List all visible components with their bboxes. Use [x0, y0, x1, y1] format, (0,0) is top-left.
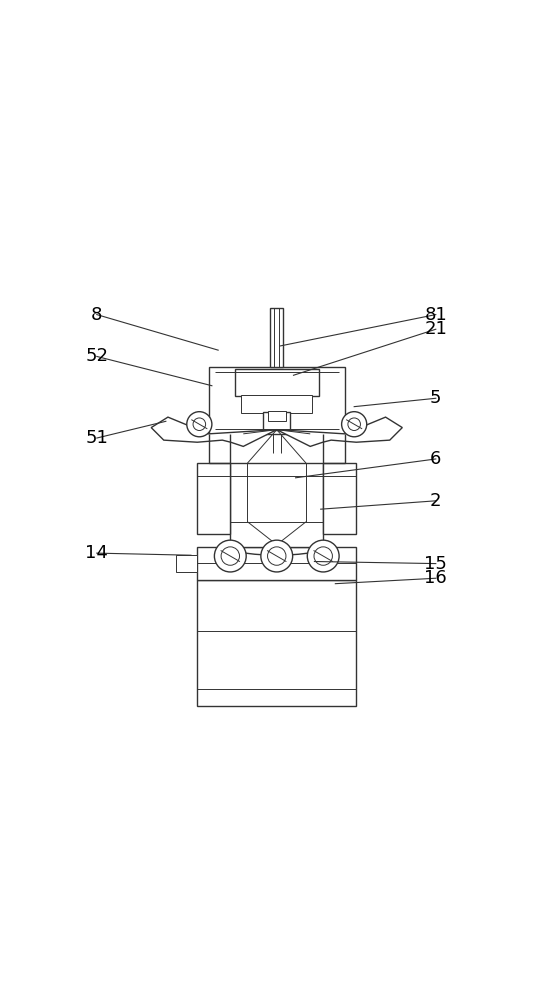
Text: 81: 81	[424, 306, 447, 324]
Text: 6: 6	[430, 450, 442, 468]
Circle shape	[348, 418, 361, 431]
Bar	[176, 555, 197, 572]
Circle shape	[221, 547, 240, 565]
Text: 5: 5	[430, 389, 442, 407]
Bar	[270, 308, 284, 367]
Polygon shape	[151, 417, 277, 446]
Text: 15: 15	[424, 555, 447, 573]
Text: 16: 16	[424, 569, 447, 587]
Text: 2: 2	[430, 492, 442, 510]
Bar	[208, 367, 345, 434]
Circle shape	[314, 547, 333, 565]
Polygon shape	[277, 417, 402, 446]
Circle shape	[193, 418, 206, 431]
Circle shape	[187, 412, 212, 437]
Text: 51: 51	[85, 429, 108, 447]
Bar	[264, 412, 290, 430]
Bar	[267, 411, 286, 421]
Text: 14: 14	[85, 544, 108, 562]
Bar	[235, 369, 319, 396]
Circle shape	[342, 412, 367, 437]
Text: 21: 21	[424, 320, 447, 338]
Bar	[197, 580, 356, 706]
Bar	[230, 463, 323, 547]
Bar	[197, 547, 356, 580]
Text: 52: 52	[85, 347, 109, 365]
Bar	[197, 463, 230, 534]
Circle shape	[267, 547, 286, 565]
Circle shape	[214, 540, 246, 572]
Bar	[241, 395, 312, 413]
Bar	[323, 463, 356, 534]
Circle shape	[307, 540, 339, 572]
Text: 8: 8	[91, 306, 103, 324]
Circle shape	[261, 540, 293, 572]
